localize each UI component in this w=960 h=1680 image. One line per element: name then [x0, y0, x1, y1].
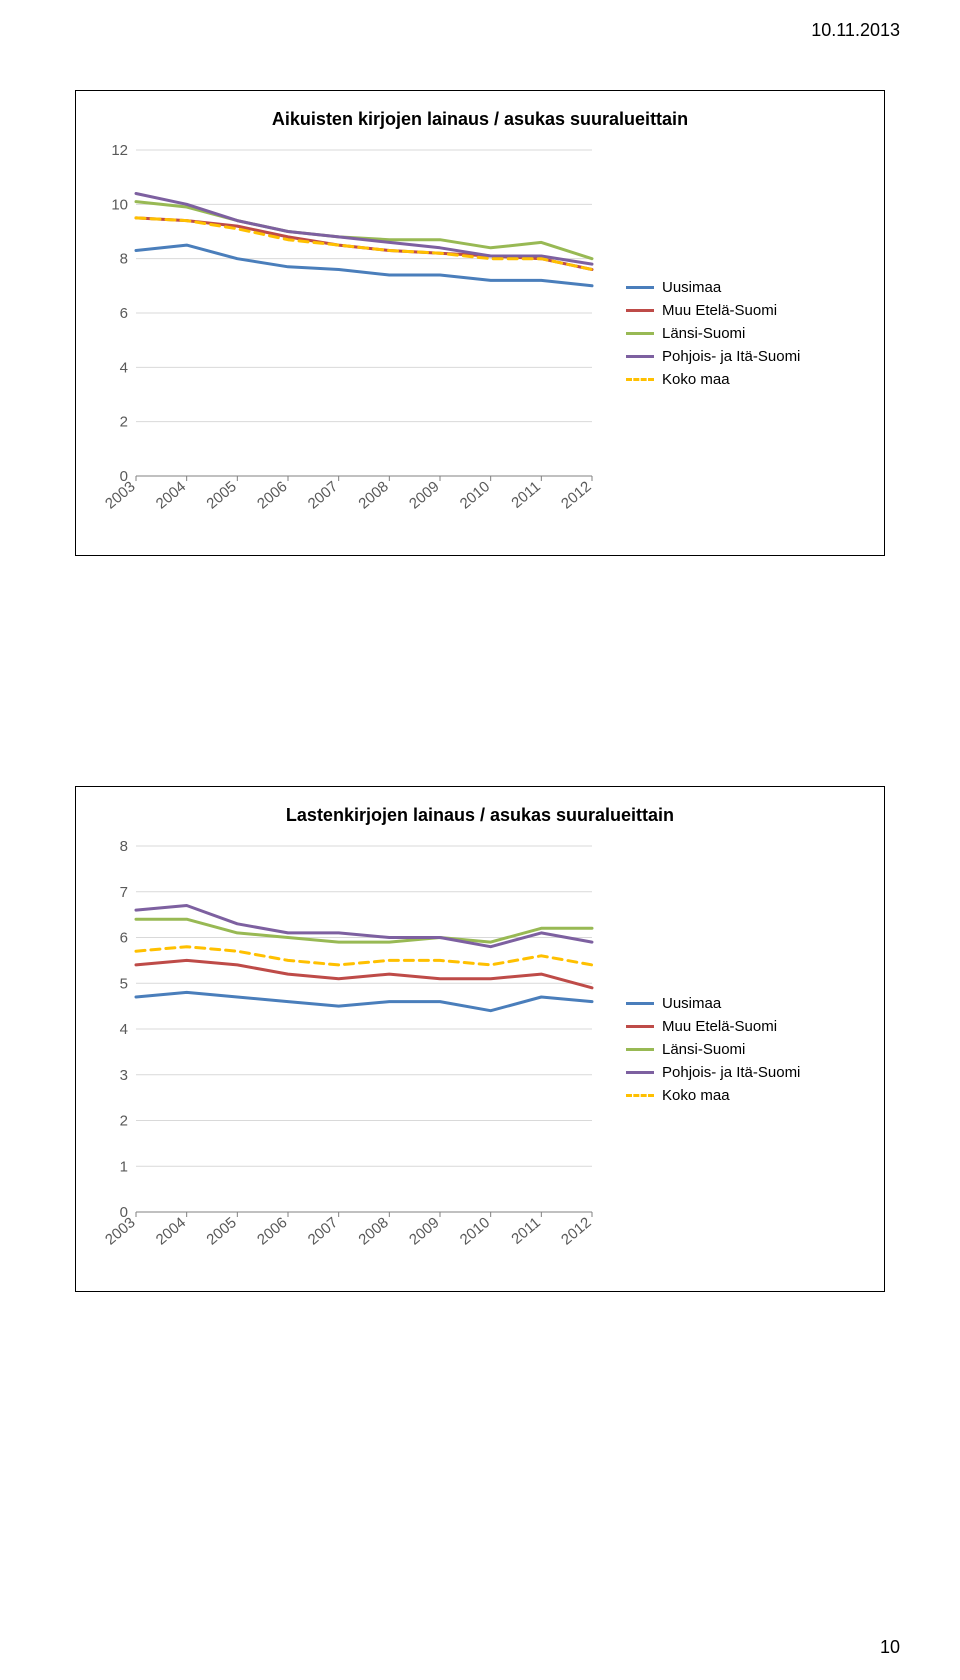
svg-text:3: 3 [120, 1067, 128, 1084]
legend-label: Muu Etelä-Suomi [662, 302, 777, 319]
legend-item: Uusimaa [626, 279, 800, 296]
svg-text:4: 4 [120, 1021, 128, 1038]
chart-legend: Uusimaa Muu Etelä-Suomi Länsi-Suomi Pohjois… [626, 995, 800, 1110]
svg-text:12: 12 [111, 144, 128, 159]
svg-text:2005: 2005 [203, 1214, 239, 1248]
legend-item: Länsi-Suomi [626, 1041, 800, 1058]
svg-text:2010: 2010 [457, 1214, 493, 1248]
legend-swatch [626, 1002, 654, 1005]
legend-swatch [626, 1048, 654, 1051]
svg-text:2: 2 [120, 1113, 128, 1130]
legend-swatch [626, 378, 654, 381]
legend-label: Koko maa [662, 371, 730, 388]
legend-label: Muu Etelä-Suomi [662, 1018, 777, 1035]
svg-text:8: 8 [120, 840, 128, 855]
svg-text:2006: 2006 [254, 1214, 290, 1248]
svg-text:2008: 2008 [355, 1214, 391, 1248]
legend-item: Koko maa [626, 1087, 800, 1104]
svg-text:2012: 2012 [558, 478, 594, 512]
svg-text:2006: 2006 [254, 478, 290, 512]
svg-text:2: 2 [120, 414, 128, 431]
chart-plot-adults: 0246810122003200420052006200720082009201… [102, 144, 602, 529]
svg-text:2004: 2004 [153, 1214, 189, 1248]
svg-text:6: 6 [120, 305, 128, 322]
svg-text:2011: 2011 [508, 1214, 544, 1248]
svg-text:1: 1 [120, 1158, 128, 1175]
svg-text:2005: 2005 [203, 478, 239, 512]
legend-item: Muu Etelä-Suomi [626, 1018, 800, 1035]
chart-plot-children: 0123456782003200420052006200720082009201… [102, 840, 602, 1265]
svg-text:2011: 2011 [508, 478, 544, 512]
legend-item: Pohjois- ja Itä-Suomi [626, 348, 800, 365]
legend-label: Länsi-Suomi [662, 1041, 745, 1058]
page-number: 10 [880, 1637, 900, 1658]
legend-item: Koko maa [626, 371, 800, 388]
legend-label: Pohjois- ja Itä-Suomi [662, 1064, 800, 1081]
legend-swatch [626, 332, 654, 335]
svg-text:5: 5 [120, 975, 128, 992]
legend-swatch [626, 1071, 654, 1074]
svg-text:2012: 2012 [558, 1214, 594, 1248]
legend-swatch [626, 1094, 654, 1097]
svg-text:2010: 2010 [457, 478, 493, 512]
svg-text:4: 4 [120, 359, 128, 376]
legend-label: Pohjois- ja Itä-Suomi [662, 348, 800, 365]
chart-panel-children: Lastenkirjojen lainaus / asukas suuralue… [75, 786, 885, 1292]
legend-label: Länsi-Suomi [662, 325, 745, 342]
legend-item: Pohjois- ja Itä-Suomi [626, 1064, 800, 1081]
chart-title: Lastenkirjojen lainaus / asukas suuralue… [102, 805, 858, 826]
svg-text:10: 10 [111, 196, 128, 213]
legend-item: Uusimaa [626, 995, 800, 1012]
legend-swatch [626, 355, 654, 358]
legend-swatch [626, 309, 654, 312]
svg-text:2003: 2003 [102, 478, 138, 512]
svg-text:6: 6 [120, 930, 128, 947]
legend-swatch [626, 1025, 654, 1028]
header-date: 10.11.2013 [811, 20, 900, 41]
svg-text:2007: 2007 [305, 1214, 341, 1248]
svg-text:2009: 2009 [406, 478, 442, 512]
chart-panel-adults: Aikuisten kirjojen lainaus / asukas suur… [75, 90, 885, 556]
chart-legend: Uusimaa Muu Etelä-Suomi Länsi-Suomi Pohjois… [626, 279, 800, 394]
svg-text:7: 7 [120, 884, 128, 901]
svg-text:2007: 2007 [305, 478, 341, 512]
svg-text:2009: 2009 [406, 1214, 442, 1248]
legend-item: Länsi-Suomi [626, 325, 800, 342]
legend-swatch [626, 286, 654, 289]
legend-label: Koko maa [662, 1087, 730, 1104]
legend-label: Uusimaa [662, 995, 721, 1012]
svg-text:8: 8 [120, 251, 128, 268]
svg-text:2003: 2003 [102, 1214, 138, 1248]
legend-label: Uusimaa [662, 279, 721, 296]
chart-title: Aikuisten kirjojen lainaus / asukas suur… [102, 109, 858, 130]
svg-text:2004: 2004 [153, 478, 189, 512]
legend-item: Muu Etelä-Suomi [626, 302, 800, 319]
svg-text:2008: 2008 [355, 478, 391, 512]
